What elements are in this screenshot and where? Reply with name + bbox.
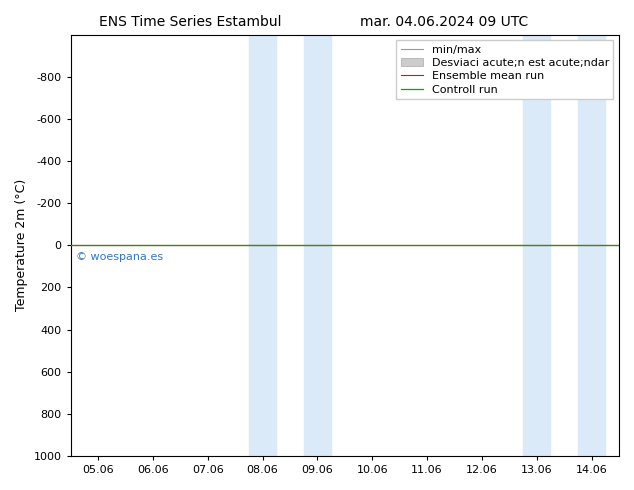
- Text: mar. 04.06.2024 09 UTC: mar. 04.06.2024 09 UTC: [359, 15, 528, 29]
- Y-axis label: Temperature 2m (°C): Temperature 2m (°C): [15, 179, 28, 312]
- Bar: [304, 35, 331, 456]
- Legend: min/max, Desviaci acute;n est acute;ndar, Ensemble mean run, Controll run: min/max, Desviaci acute;n est acute;ndar…: [396, 40, 614, 99]
- Text: © woespana.es: © woespana.es: [76, 251, 163, 262]
- Bar: [578, 35, 605, 456]
- Bar: [249, 35, 276, 456]
- Bar: [523, 35, 550, 456]
- Text: ENS Time Series Estambul: ENS Time Series Estambul: [99, 15, 281, 29]
